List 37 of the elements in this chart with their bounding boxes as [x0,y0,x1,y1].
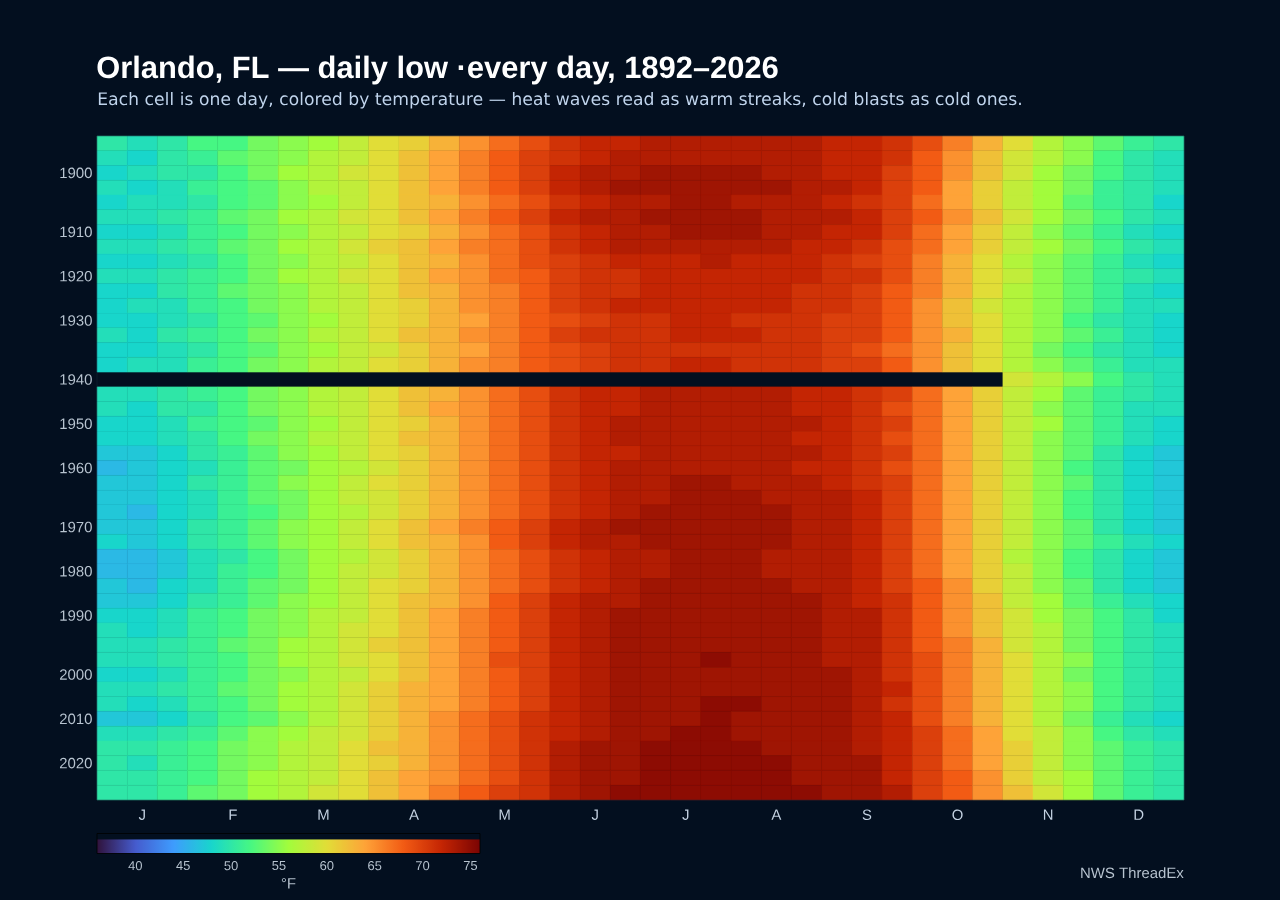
x-tick-label: J [682,809,689,820]
color-bar-label: 50 [224,861,238,871]
color-bar-label: 60 [320,861,334,871]
color-bar-label: 70 [416,861,430,871]
x-tick-label: A [771,809,782,820]
x-tick-label: M [499,809,510,820]
y-tick-label: 1910 [60,226,92,238]
y-tick-label: 1920 [60,270,92,282]
x-tick-label: D [1134,809,1144,820]
x-tick-label: N [1043,809,1053,820]
chart-title: Orlando, FL — daily low ·every day, 1892–2026 [97,55,778,85]
x-tick-label: F [229,809,237,820]
y-tick-label: 1980 [60,566,92,577]
x-tick-label: J [138,809,145,820]
y-tick-label: 1950 [60,418,92,430]
x-tick-label: M [318,809,329,820]
y-tick-label: 1990 [60,610,92,621]
x-tick-label: O [952,809,963,821]
text: NWS ThreadEx [1081,867,1184,879]
y-tick-label: 2020 [59,757,92,769]
x-tick-label: A [409,809,419,820]
x-tick-label: S [862,809,872,821]
color-bar-label: 55 [272,861,286,871]
color-bar-label: 45 [176,861,190,871]
y-tick-label: 1960 [60,462,92,474]
y-tick-label: 1940 [60,374,92,385]
color-bar-label: 75 [463,861,478,871]
color-bar-title: °F [281,878,296,889]
color-bar-label: 40 [128,861,142,871]
x-tick-label: J [591,809,598,820]
y-tick-label: 2010 [59,713,92,725]
chart-subtitle: Each cell is one day, colored by temperature — heat waves read as warm streaks, cold blasts as cold ones. [98,91,1021,109]
y-tick-label: 1900 [60,167,92,179]
y-tick-label: 1970 [60,521,92,533]
y-tick-label: 1930 [60,315,92,326]
y-tick-label: 2000 [59,669,92,680]
color-bar-label: 65 [368,861,382,871]
